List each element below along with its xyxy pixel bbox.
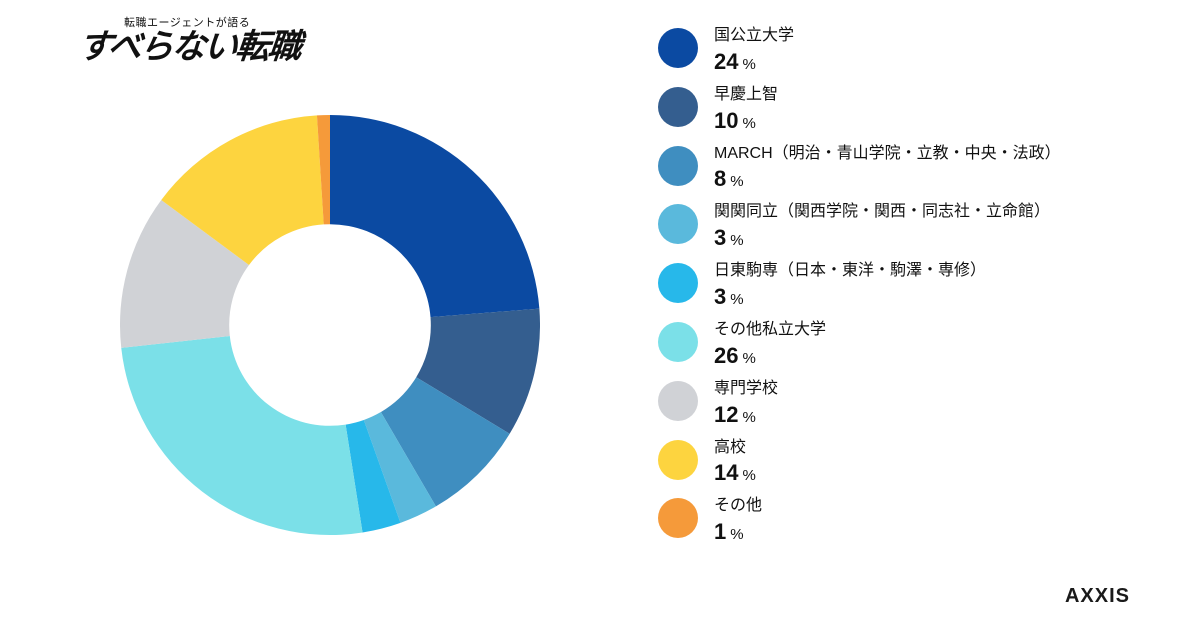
legend-value: 12% xyxy=(714,402,778,428)
legend-label: MARCH（明治・青山学院・立教・中央・法政） xyxy=(714,144,1061,165)
legend-value-number: 14 xyxy=(714,460,738,485)
legend-text: 関関同立（関西学院・関西・同志社・立命館）3% xyxy=(714,202,1050,251)
legend-swatch xyxy=(658,204,698,244)
legend-swatch xyxy=(658,28,698,68)
legend-label: 専門学校 xyxy=(714,379,778,400)
legend-value-suffix: % xyxy=(730,291,743,308)
legend-item: 早慶上智10% xyxy=(658,85,1061,134)
legend-label: 日東駒専（日本・東洋・駒澤・専修） xyxy=(714,261,986,282)
legend-label: 高校 xyxy=(714,438,756,459)
legend-value-number: 3 xyxy=(714,225,726,250)
footer-brand: AXXIS xyxy=(1065,585,1130,608)
legend-value-number: 24 xyxy=(714,49,738,74)
legend-value-suffix: % xyxy=(742,467,755,484)
legend-text: 専門学校12% xyxy=(714,379,778,428)
legend-text: その他私立大学26% xyxy=(714,320,826,369)
legend-text: 早慶上智10% xyxy=(714,85,778,134)
site-logo: 転職エージェントが語る すべらない転職 xyxy=(78,18,300,65)
legend-value-number: 10 xyxy=(714,108,738,133)
legend-swatch xyxy=(658,263,698,303)
donut-slice xyxy=(121,336,362,535)
legend-value: 14% xyxy=(714,460,756,486)
legend-swatch xyxy=(658,381,698,421)
legend-value-suffix: % xyxy=(742,56,755,73)
chart-legend: 国公立大学24%早慶上智10%MARCH（明治・青山学院・立教・中央・法政）8%… xyxy=(658,26,1061,545)
legend-item: 関関同立（関西学院・関西・同志社・立命館）3% xyxy=(658,202,1061,251)
legend-label: その他私立大学 xyxy=(714,320,826,341)
legend-value: 8% xyxy=(714,166,1061,192)
legend-label: 関関同立（関西学院・関西・同志社・立命館） xyxy=(714,202,1050,223)
legend-label: 国公立大学 xyxy=(714,26,794,47)
legend-item: MARCH（明治・青山学院・立教・中央・法政）8% xyxy=(658,144,1061,193)
legend-text: 国公立大学24% xyxy=(714,26,794,75)
donut-svg xyxy=(120,115,540,535)
page-root: 転職エージェントが語る すべらない転職 国公立大学24%早慶上智10%MARCH… xyxy=(0,0,1200,630)
legend-label: 早慶上智 xyxy=(714,85,778,106)
legend-value-number: 3 xyxy=(714,284,726,309)
legend-text: その他1% xyxy=(714,496,762,545)
legend-value: 3% xyxy=(714,284,986,310)
legend-item: 高校14% xyxy=(658,438,1061,487)
donut-slice xyxy=(330,115,539,317)
legend-item: 国公立大学24% xyxy=(658,26,1061,75)
legend-text: 日東駒専（日本・東洋・駒澤・専修）3% xyxy=(714,261,986,310)
legend-value-suffix: % xyxy=(730,526,743,543)
donut-chart xyxy=(120,115,540,535)
legend-value: 10% xyxy=(714,108,778,134)
legend-value-suffix: % xyxy=(742,350,755,367)
legend-text: MARCH（明治・青山学院・立教・中央・法政）8% xyxy=(714,144,1061,193)
legend-swatch xyxy=(658,322,698,362)
legend-swatch xyxy=(658,440,698,480)
legend-text: 高校14% xyxy=(714,438,756,487)
legend-value-suffix: % xyxy=(742,115,755,132)
logo-subtitle: 転職エージェントが語る xyxy=(78,18,300,29)
legend-item: 日東駒専（日本・東洋・駒澤・専修）3% xyxy=(658,261,1061,310)
legend-swatch xyxy=(658,498,698,538)
legend-value-number: 12 xyxy=(714,402,738,427)
legend-item: その他1% xyxy=(658,496,1061,545)
logo-title: すべらない転職 xyxy=(76,31,301,65)
legend-value: 24% xyxy=(714,49,794,75)
legend-value-number: 1 xyxy=(714,519,726,544)
legend-swatch xyxy=(658,87,698,127)
legend-item: その他私立大学26% xyxy=(658,320,1061,369)
legend-value-suffix: % xyxy=(730,232,743,249)
legend-label: その他 xyxy=(714,496,762,517)
legend-value: 26% xyxy=(714,343,826,369)
legend-value-suffix: % xyxy=(730,173,743,190)
legend-value: 3% xyxy=(714,225,1050,251)
legend-value: 1% xyxy=(714,519,762,545)
legend-swatch xyxy=(658,146,698,186)
legend-value-suffix: % xyxy=(742,409,755,426)
legend-value-number: 8 xyxy=(714,166,726,191)
legend-value-number: 26 xyxy=(714,343,738,368)
legend-item: 専門学校12% xyxy=(658,379,1061,428)
